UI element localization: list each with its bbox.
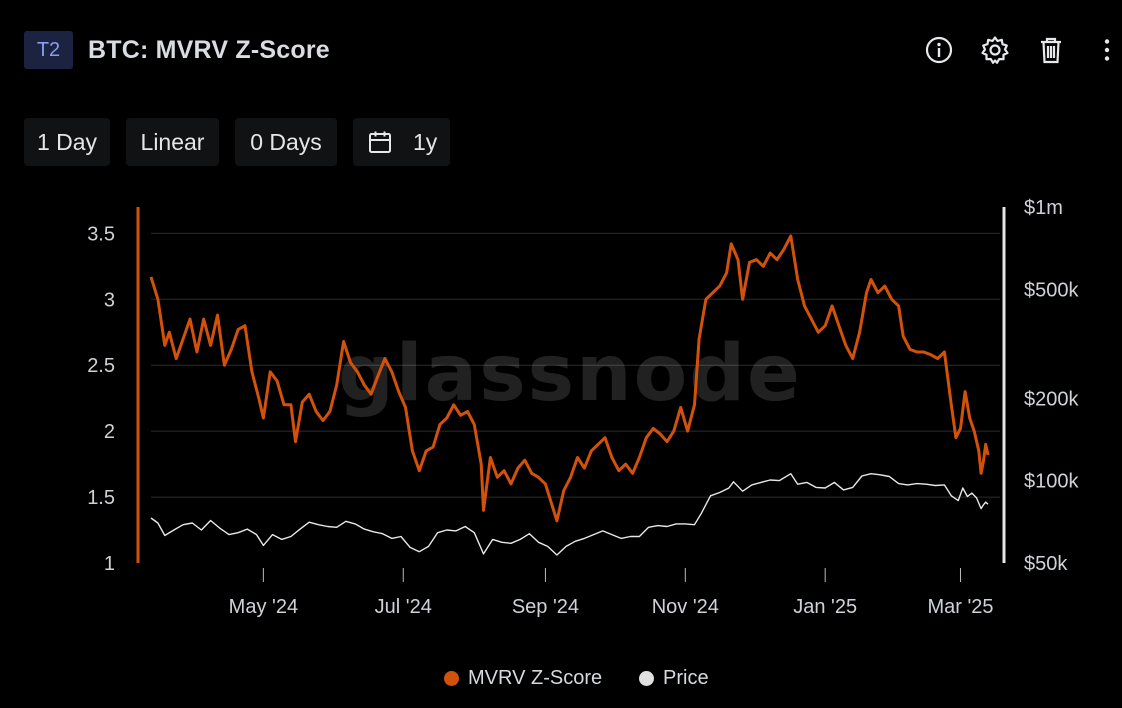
legend-dot-price [639, 671, 654, 686]
x-tick-label: Jan '25 [793, 596, 857, 618]
x-tick-label: Nov '24 [652, 596, 719, 618]
y-left-tick-label: 3 [104, 289, 115, 311]
legend-dot-mvrv [444, 671, 459, 686]
moving-average-button[interactable]: 0 Days [235, 118, 337, 166]
header: T2 BTC: MVRV Z-Score [24, 29, 1122, 71]
y-right-tick-label: $100k [1024, 471, 1079, 493]
x-tick-label: Sep '24 [512, 596, 579, 618]
y-left-tick-label: 1 [104, 553, 115, 575]
legend-item-mvrv[interactable]: MVRV Z-Score [444, 662, 614, 694]
date-range-button[interactable]: 1y [353, 118, 450, 166]
y-right-tick-label: $500k [1024, 279, 1079, 301]
series-line-price [150, 473, 989, 556]
scale-button[interactable]: Linear [126, 118, 219, 166]
legend-label-price: Price [663, 667, 709, 689]
calendar-icon [367, 129, 393, 155]
series-line-mvrv-z-score [149, 234, 990, 523]
chart-badge[interactable]: T2 [24, 31, 73, 69]
watermark: glassnode [338, 329, 802, 419]
legend: MVRV Z-Score Price [0, 662, 1122, 694]
info-icon[interactable] [922, 33, 956, 67]
gear-icon[interactable] [978, 33, 1012, 67]
legend-label-mvrv: MVRV Z-Score [468, 667, 603, 689]
y-right-tick-label: $1m [1024, 197, 1063, 219]
y-right-tick-label: $200k [1024, 388, 1079, 410]
trash-icon[interactable] [1034, 33, 1068, 67]
x-tick-label: Mar '25 [927, 596, 993, 618]
gridlines [151, 232, 1000, 498]
axes: 1 1.5 2 2.5 3 3.5 $50k $100k $200k $500k $1m May '2… [87, 197, 1079, 618]
y-left-tick-label: 2 [104, 421, 115, 443]
x-tick-label: May '24 [229, 596, 298, 618]
more-vertical-icon[interactable] [1090, 33, 1122, 67]
y-left-tick-label: 3.5 [87, 223, 115, 245]
x-tick-label: Jul '24 [375, 596, 432, 618]
legend-item-price[interactable]: Price [639, 662, 729, 694]
y-left-tick-label: 1.5 [87, 487, 115, 509]
y-left-tick-label: 2.5 [87, 355, 115, 377]
chart-title: BTC: MVRV Z-Score [88, 36, 330, 64]
date-range-label: 1y [413, 129, 438, 155]
resolution-button[interactable]: 1 Day [24, 118, 110, 166]
y-right-tick-label: $50k [1024, 553, 1068, 575]
series-lines [149, 234, 990, 556]
